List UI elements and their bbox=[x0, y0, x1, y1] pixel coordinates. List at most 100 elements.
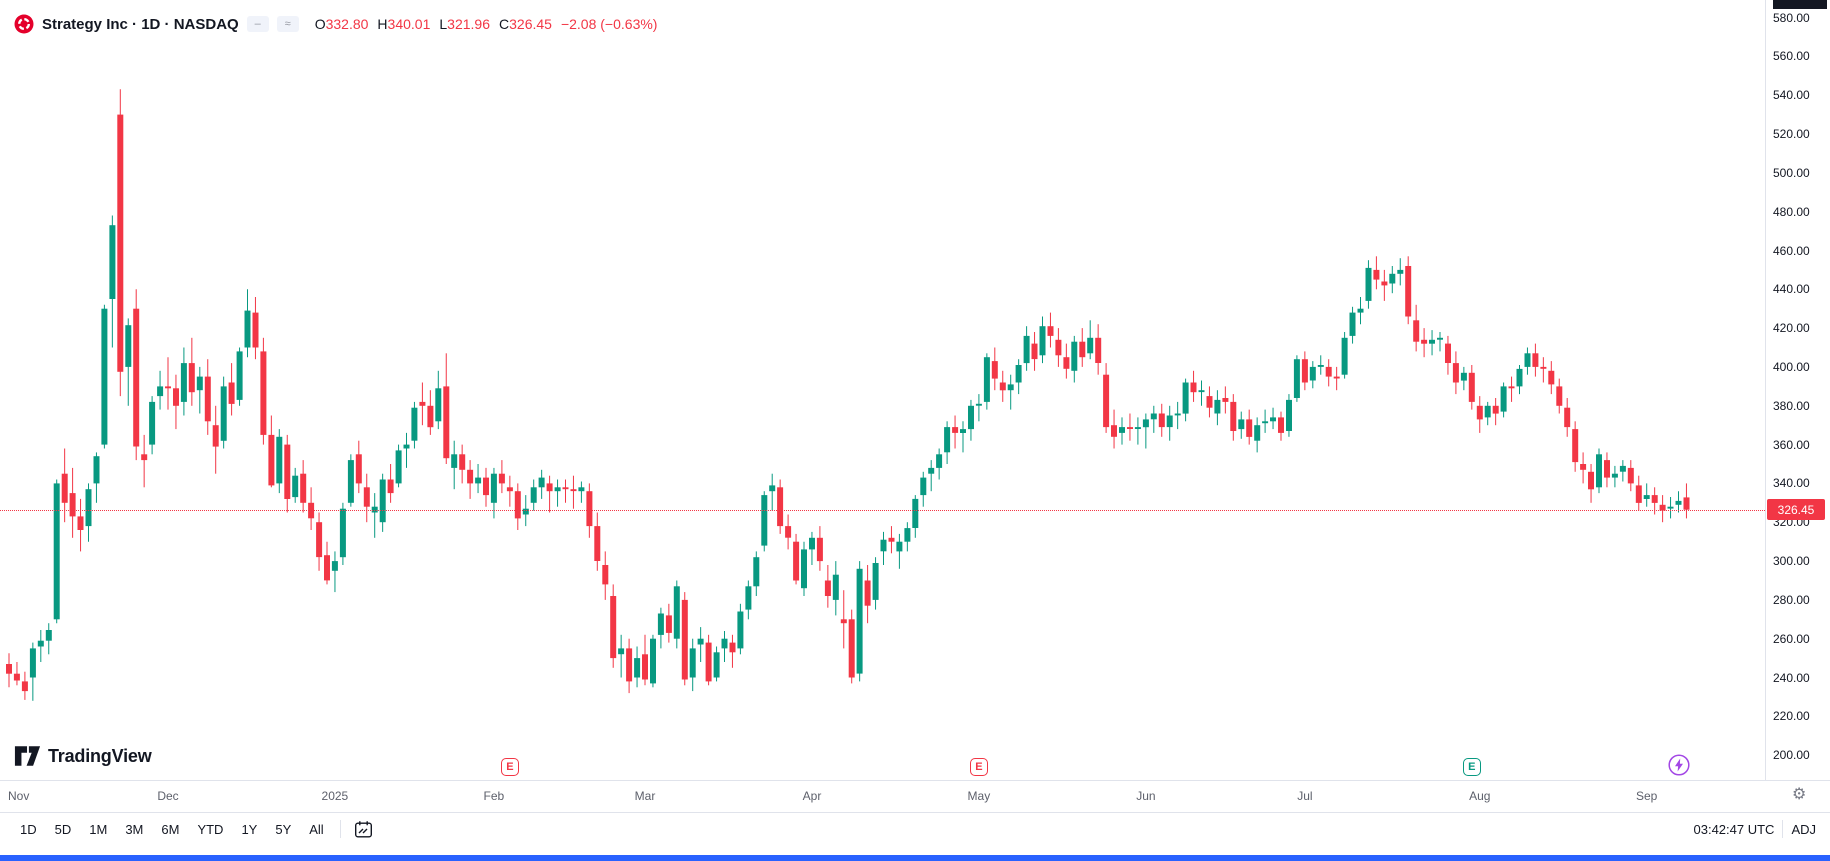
candle bbox=[952, 415, 959, 449]
candle bbox=[1007, 374, 1014, 410]
candle bbox=[1127, 413, 1133, 441]
candle bbox=[1619, 460, 1626, 482]
range-button-all[interactable]: All bbox=[301, 817, 331, 842]
candle bbox=[37, 630, 44, 662]
candle bbox=[809, 531, 815, 565]
gear-icon[interactable]: ⚙ bbox=[1792, 786, 1807, 803]
candle bbox=[1405, 256, 1412, 325]
close-value: 326.45 bbox=[509, 16, 552, 32]
candle bbox=[165, 357, 171, 410]
range-button-5y[interactable]: 5Y bbox=[267, 817, 299, 842]
candle bbox=[1421, 328, 1428, 358]
time-axis-label: Aug bbox=[1469, 789, 1491, 803]
candle bbox=[864, 565, 871, 624]
goto-date-button[interactable] bbox=[349, 817, 378, 842]
candle bbox=[554, 479, 561, 507]
candle bbox=[1142, 413, 1149, 449]
candle bbox=[1349, 306, 1356, 344]
lightning-event-icon[interactable] bbox=[1667, 754, 1690, 776]
price-axis-label: 260.00 bbox=[1773, 631, 1810, 646]
open-label: O bbox=[314, 16, 326, 32]
candle bbox=[1373, 256, 1380, 290]
candle bbox=[848, 609, 855, 684]
candle bbox=[475, 464, 482, 494]
earnings-marker-icon[interactable]: E bbox=[969, 758, 988, 776]
candle bbox=[21, 671, 28, 700]
candle bbox=[1341, 332, 1348, 379]
candle bbox=[1476, 396, 1483, 433]
candle bbox=[1317, 355, 1324, 375]
range-button-6m[interactable]: 6M bbox=[153, 817, 187, 842]
candle bbox=[1246, 409, 1253, 445]
ohlc-toggle-button[interactable]: – bbox=[246, 16, 269, 32]
candle bbox=[498, 460, 505, 494]
clipped-black-badge bbox=[1773, 0, 1827, 9]
candle bbox=[1262, 409, 1269, 433]
range-button-5d[interactable]: 5D bbox=[47, 817, 80, 842]
candle bbox=[1397, 258, 1404, 286]
candle bbox=[896, 533, 903, 569]
time-axis[interactable]: Nov Dec 2025 Feb Mar Apr May Jun Jul Aug Sep bbox=[0, 780, 1830, 813]
low-label: L bbox=[439, 16, 448, 32]
candle bbox=[1055, 328, 1062, 367]
candle bbox=[1119, 417, 1125, 445]
candle bbox=[427, 390, 434, 435]
candle bbox=[1325, 359, 1332, 387]
candle bbox=[117, 89, 124, 397]
candle bbox=[1071, 335, 1078, 383]
candle bbox=[403, 432, 410, 468]
candle bbox=[395, 444, 402, 488]
time-axis-label: Mar bbox=[634, 789, 656, 803]
range-button-1y[interactable]: 1Y bbox=[233, 817, 265, 842]
high-value: 340.01 bbox=[387, 16, 431, 32]
price-axis-label: 420.00 bbox=[1773, 321, 1810, 336]
candle bbox=[1095, 324, 1102, 375]
price-axis-label: 580.00 bbox=[1773, 10, 1810, 25]
candle bbox=[188, 337, 195, 406]
candle bbox=[1023, 326, 1030, 371]
chart-plot-area[interactable]: Strategy Inc · 1D · NASDAQ – ≈ O332.80 H… bbox=[0, 0, 1765, 780]
indicator-toggle-button[interactable]: ≈ bbox=[276, 16, 299, 32]
candle bbox=[665, 603, 672, 643]
candle bbox=[705, 634, 712, 686]
candle bbox=[252, 297, 259, 360]
tradingview-logo[interactable]: TradingView bbox=[14, 744, 152, 768]
range-button-3m[interactable]: 3M bbox=[117, 817, 151, 842]
candle bbox=[1683, 483, 1690, 519]
candle bbox=[761, 491, 768, 552]
candle bbox=[1111, 409, 1117, 449]
candle bbox=[6, 653, 12, 688]
candle bbox=[753, 551, 760, 596]
candle bbox=[1365, 260, 1372, 309]
price-axis-label: 300.00 bbox=[1773, 554, 1810, 569]
candle bbox=[610, 584, 617, 668]
change-readout: −2.08 (−0.63%) bbox=[560, 16, 658, 32]
candle bbox=[793, 533, 800, 585]
candle bbox=[1524, 347, 1531, 375]
price-axis-label: 200.00 bbox=[1773, 748, 1810, 763]
earnings-marker-icon[interactable]: E bbox=[500, 758, 519, 776]
candle bbox=[141, 434, 148, 488]
clock-utc[interactable]: 03:42:47 UTC bbox=[1693, 821, 1775, 837]
candle bbox=[1357, 297, 1364, 325]
candle bbox=[1063, 343, 1070, 379]
candle bbox=[657, 607, 664, 649]
candle bbox=[1047, 312, 1054, 348]
earnings-marker-icon[interactable]: E bbox=[1462, 758, 1481, 776]
candle bbox=[180, 347, 187, 416]
range-button-1m[interactable]: 1M bbox=[81, 817, 115, 842]
goto-date-icon bbox=[354, 820, 373, 839]
candle bbox=[816, 526, 823, 571]
candle bbox=[1174, 401, 1181, 430]
price-axis[interactable]: 326.45 580.00 560.00 540.00 520.00 500.00 480… bbox=[1765, 0, 1830, 812]
candle bbox=[912, 495, 919, 538]
candle bbox=[506, 475, 513, 507]
candle bbox=[69, 467, 76, 538]
candle bbox=[626, 638, 633, 694]
adjust-toggle[interactable]: ADJ bbox=[1791, 821, 1816, 837]
range-button-1d[interactable]: 1D bbox=[12, 817, 45, 842]
candle bbox=[650, 634, 656, 688]
range-button-ytd[interactable]: YTD bbox=[189, 817, 231, 842]
symbol-title[interactable]: Strategy Inc · 1D · NASDAQ bbox=[42, 15, 239, 33]
